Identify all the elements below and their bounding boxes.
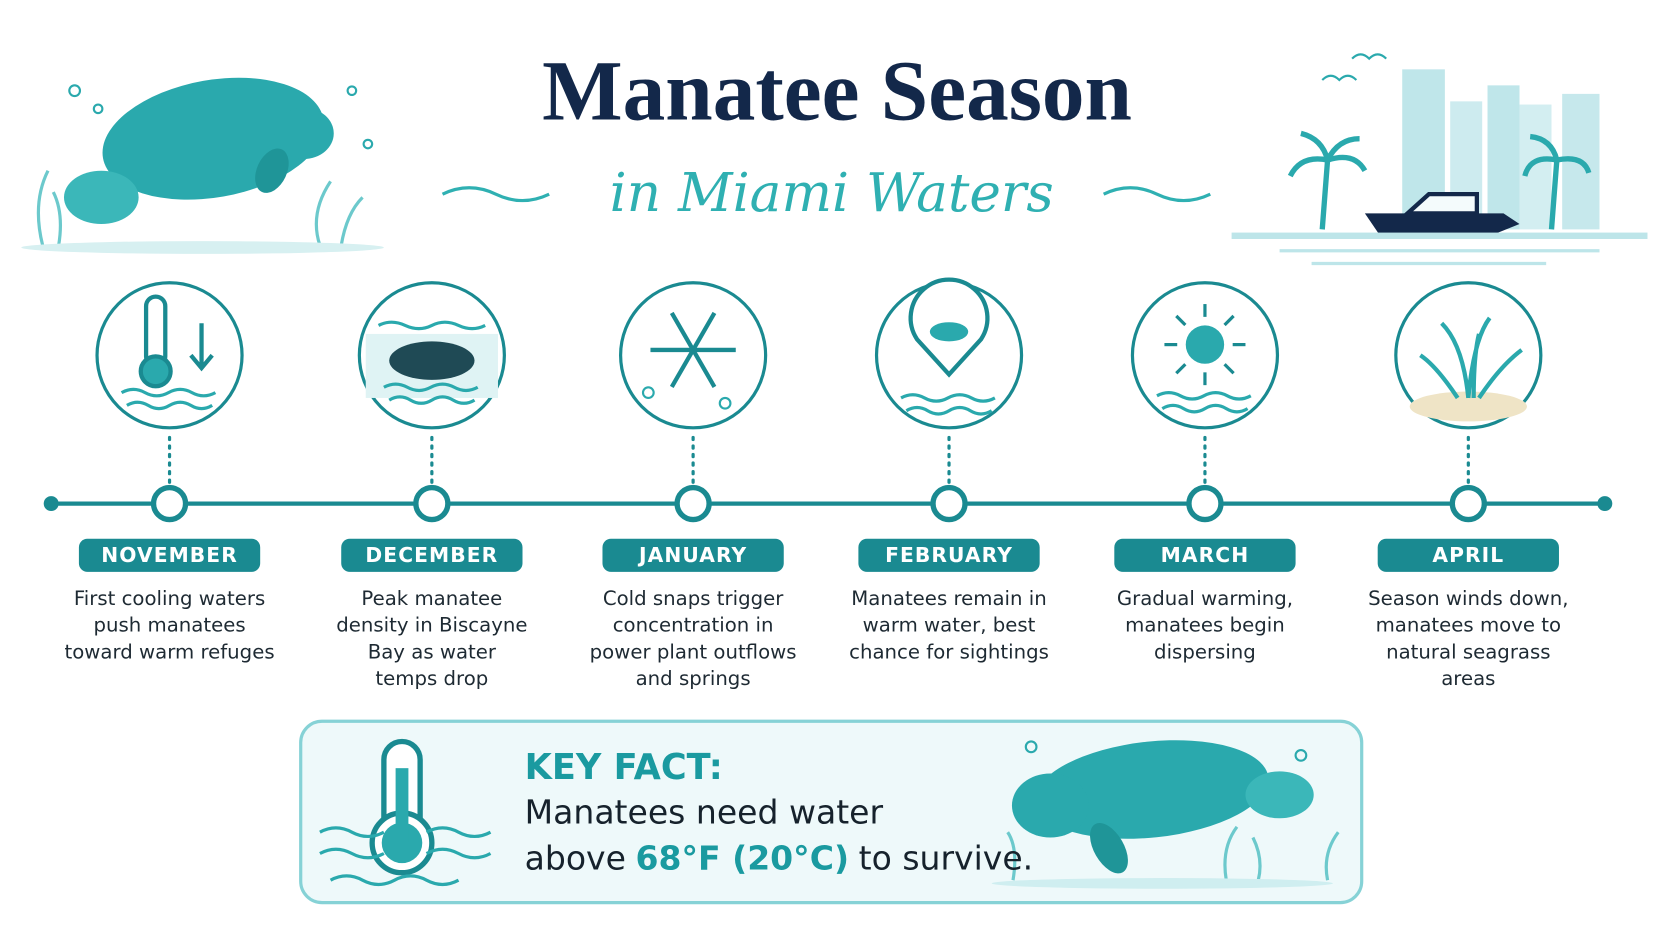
icon-part: [1223, 363, 1235, 375]
description: Cold snaps trigger: [603, 587, 784, 610]
description: density in Biscayne: [336, 614, 527, 637]
title: Manatee Season: [542, 44, 1132, 138]
icon-part: [929, 322, 969, 342]
key-fact-box: [299, 719, 1364, 905]
description: and springs: [636, 667, 751, 690]
wave: [1156, 391, 1252, 414]
timeline-item: APRIL Season winds down, manatees move to n…: [1368, 281, 1569, 690]
timeline-item: FEBRUARY Manatees remain in warm water, be…: [849, 277, 1049, 663]
key-fact-highlight: 68°F (20°C): [636, 839, 850, 878]
icon-part: [1175, 314, 1187, 327]
icon-circle: [95, 281, 244, 430]
icon-part: [691, 311, 717, 352]
key-fact-line: Manatees need water: [525, 793, 884, 832]
description: warm water, best: [863, 614, 1036, 637]
wave: [383, 382, 479, 405]
timeline-node: [150, 484, 189, 523]
timeline-node: [930, 484, 968, 523]
description: concentration in: [613, 614, 774, 637]
timeline-item: DECEMBER Peak manatee density in Biscayne B…: [336, 281, 528, 690]
icon-part: [718, 396, 732, 410]
month-label: NOVEMBER: [101, 543, 238, 567]
icon-part: [1185, 325, 1225, 364]
month-pill: [341, 538, 523, 572]
description: push manatees: [93, 614, 245, 637]
month-label: APRIL: [1432, 543, 1504, 567]
month-pill: [1377, 538, 1559, 572]
description: Peak manatee: [361, 587, 502, 610]
month-label: DECEMBER: [365, 543, 498, 567]
manatee-illustration: [21, 77, 384, 254]
icon-part: [1223, 314, 1235, 327]
icon-part: [1175, 363, 1187, 375]
icon-part: [189, 323, 214, 372]
icon-part: [641, 386, 655, 400]
icon-part: [389, 341, 475, 380]
key-fact-line: above 68°F (20°C) to survive.: [525, 839, 1034, 878]
subtitle: in Miami Waters: [610, 161, 1054, 224]
description: chance for sightings: [849, 640, 1049, 663]
description: Gradual warming,: [1117, 587, 1293, 610]
wave: [900, 393, 996, 416]
key-fact-text: to survive.: [859, 839, 1034, 878]
icon-part: [669, 348, 695, 388]
icon-part: [669, 311, 695, 352]
timeline-item: JANUARY Cold snaps trigger concentration i…: [590, 281, 797, 690]
timeline-node: [413, 484, 451, 523]
timeline-node: [674, 484, 712, 523]
description: Bay as water: [368, 640, 497, 663]
icon-circle: [619, 281, 768, 430]
description: temps drop: [375, 667, 488, 690]
description: dispersing: [1154, 640, 1256, 663]
description: manatees begin: [1125, 614, 1285, 637]
description: manatees move to: [1376, 614, 1562, 637]
description: Season winds down,: [1368, 587, 1568, 610]
month-label: MARCH: [1161, 543, 1250, 567]
description: natural seagrass: [1386, 640, 1550, 663]
icon-part: [1409, 391, 1527, 422]
timeline-item: NOVEMBER First cooling waters push manatee…: [64, 281, 275, 663]
description: First cooling waters: [74, 587, 265, 610]
month-pill: [858, 538, 1040, 572]
swirl: [441, 186, 1211, 203]
icon-circle: [1394, 281, 1543, 430]
description: Manatees remain in: [851, 587, 1046, 610]
icon-part: [1419, 316, 1523, 400]
description: toward warm refuges: [64, 640, 274, 663]
timeline: NOVEMBER First cooling waters push manatee…: [43, 277, 1613, 690]
icon-part: [377, 320, 486, 331]
month-pill: [78, 538, 261, 572]
description: areas: [1441, 667, 1495, 690]
timeline-node: [1449, 484, 1487, 523]
timeline-item: MARCH Gradual warming, manatees begin dispe…: [1114, 281, 1296, 663]
wave: [120, 387, 217, 411]
city-illustration: [1231, 53, 1648, 266]
icon-part: [691, 348, 717, 388]
icon-part: [138, 354, 173, 389]
key-fact-label: KEY FACT:: [525, 747, 723, 788]
month-pill: [602, 538, 784, 572]
month-label: FEBRUARY: [885, 543, 1013, 567]
timeline-node: [1186, 484, 1224, 523]
description: power plant outflows: [590, 640, 797, 663]
month-pill: [1114, 538, 1296, 572]
month-label: JANUARY: [637, 543, 747, 567]
key-fact-text: above: [525, 839, 626, 878]
